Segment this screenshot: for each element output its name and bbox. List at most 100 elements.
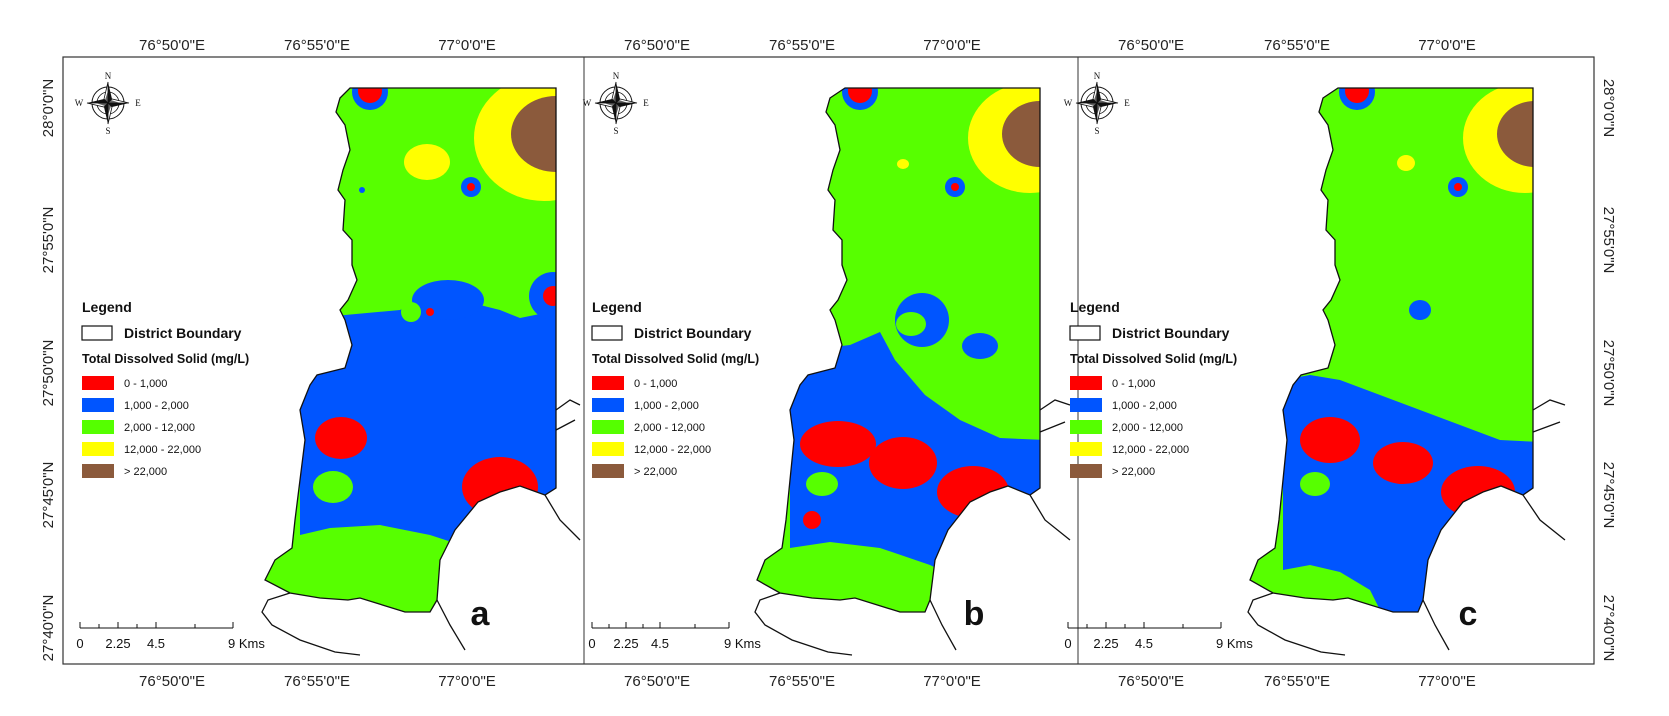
boundary-label: District Boundary	[1112, 325, 1230, 341]
scale-label: 0	[76, 636, 83, 651]
tds-zone-0-1000	[1300, 417, 1360, 463]
tds-zone-over-22000	[1497, 101, 1533, 167]
lon-label-bottom: 77°0'0"E	[438, 673, 496, 690]
lon-label-bottom: 77°0'0"E	[923, 673, 981, 690]
lon-label-bottom: 76°55'0"E	[284, 673, 350, 690]
lat-label-left: 27°55'0"N	[40, 207, 57, 274]
swatch-over-22000	[1070, 464, 1102, 478]
lat-label-right: 27°55'0"N	[1600, 207, 1617, 274]
compass-w: W	[583, 98, 592, 108]
tds-zone-1000-2000	[1409, 300, 1431, 320]
panel-b: N S E W Legend District Boundary Total D…	[583, 71, 1071, 656]
swatch-2000-12000	[1070, 420, 1102, 434]
tds-zone-0-1000	[937, 466, 1009, 518]
class-label: 2,000 - 12,000	[124, 422, 195, 434]
legend: Legend District Boundary Total Dissolved…	[1069, 299, 1237, 478]
tds-zone-0-1000	[1441, 466, 1515, 518]
scale-label: 4.5	[1135, 636, 1153, 651]
class-label: > 22,000	[1112, 466, 1155, 478]
district-boundary	[1249, 87, 1534, 613]
legend: Legend District Boundary Total Dissolved…	[591, 299, 759, 478]
class-label: 2,000 - 12,000	[1112, 422, 1183, 434]
scale-label: 2.25	[1093, 636, 1118, 651]
swatch-0-1000	[592, 376, 624, 390]
panel-letter: a	[471, 595, 491, 633]
panel-c: N S E W Legend District Boundary Total D…	[1064, 71, 1566, 656]
tds-zone-12000-22000	[897, 159, 909, 169]
class-label: 2,000 - 12,000	[634, 422, 705, 434]
scale-label: 4.5	[147, 636, 165, 651]
tds-zone-0-1000	[315, 417, 367, 459]
compass-n: N	[105, 71, 112, 81]
right-latitude-labels: 28°0'0"N 27°55'0"N 27°50'0"N 27°45'0"N 2…	[1600, 79, 1617, 662]
panel-letter: c	[1459, 595, 1478, 633]
tds-zone-2000-12000	[300, 525, 556, 612]
lon-label-top: 77°0'0"E	[923, 37, 981, 54]
swatch-2000-12000	[82, 420, 114, 434]
tds-zone-2000-12000	[313, 471, 353, 503]
swatch-12000-22000	[592, 442, 624, 456]
compass-e: E	[135, 98, 141, 108]
tds-zone-0-1000	[358, 88, 382, 103]
neighbour-boundary	[1029, 399, 1071, 541]
tds-zone-0-1000	[1454, 183, 1462, 191]
scale-label: 4.5	[651, 636, 669, 651]
swatch-12000-22000	[82, 442, 114, 456]
lon-label-top: 76°55'0"E	[769, 37, 835, 54]
class-label: 0 - 1,000	[634, 378, 677, 390]
swatch-1000-2000	[592, 398, 624, 412]
lon-label-top: 76°50'0"E	[139, 37, 205, 54]
tds-zone-0-1000	[803, 511, 821, 529]
compass-n: N	[1094, 71, 1101, 81]
neighbour-boundary	[1522, 399, 1566, 541]
neighbour-boundary	[754, 592, 957, 656]
tds-zone-0-1000	[848, 88, 872, 103]
class-label: 1,000 - 2,000	[634, 400, 699, 412]
district-boundary	[264, 87, 557, 613]
lat-label-left: 28°0'0"N	[40, 79, 57, 137]
tds-zone-1000-2000	[359, 187, 365, 193]
scale-bar: 0 2.25 4.5 9 Kms	[588, 622, 761, 651]
scale-label: 2.25	[613, 636, 638, 651]
tds-title: Total Dissolved Solid (mg/L)	[82, 352, 249, 366]
scale-label: 2.25	[105, 636, 130, 651]
lon-label-top: 77°0'0"E	[1418, 37, 1476, 54]
scale-label: 9 Kms	[1216, 636, 1253, 651]
lon-label-bottom: 76°55'0"E	[1264, 673, 1330, 690]
panel-letter: b	[964, 595, 985, 633]
tds-zone-0-1000	[1373, 442, 1433, 484]
compass-rose-icon: N S E W	[583, 71, 650, 136]
scale-label: 9 Kms	[724, 636, 761, 651]
lon-label-bottom: 76°50'0"E	[139, 673, 205, 690]
swatch-0-1000	[1070, 376, 1102, 390]
compass-w: W	[1064, 98, 1073, 108]
class-label: 12,000 - 22,000	[634, 444, 711, 456]
swatch-1000-2000	[82, 398, 114, 412]
class-label: > 22,000	[634, 466, 677, 478]
class-label: 12,000 - 22,000	[124, 444, 201, 456]
lat-label-right: 27°50'0"N	[1600, 340, 1617, 407]
district-boundary	[756, 87, 1041, 613]
tds-zone-0-1000	[426, 308, 434, 316]
tds-title: Total Dissolved Solid (mg/L)	[1070, 352, 1237, 366]
bottom-longitude-labels: 76°50'0"E 76°55'0"E 77°0'0"E 76°50'0"E 7…	[139, 673, 1476, 690]
compass-n: N	[613, 71, 620, 81]
compass-e: E	[1124, 98, 1130, 108]
boundary-label: District Boundary	[634, 325, 752, 341]
compass-w: W	[75, 98, 84, 108]
tds-zone-12000-22000	[404, 144, 450, 180]
neighbour-boundary	[544, 399, 581, 541]
boundary-swatch	[591, 325, 623, 341]
scale-bar: 0 2.25 4.5 9 Kms	[76, 622, 265, 651]
legend-title: Legend	[592, 299, 642, 315]
lat-label-right: 28°0'0"N	[1600, 79, 1617, 137]
scale-label: 0	[1064, 636, 1071, 651]
tds-zone-2000-12000	[1300, 472, 1330, 496]
outer-frame	[62, 56, 1595, 665]
tds-title: Total Dissolved Solid (mg/L)	[592, 352, 759, 366]
tds-zone-over-22000	[1002, 101, 1040, 167]
tds-zone-over-22000	[511, 96, 556, 172]
swatch-over-22000	[82, 464, 114, 478]
class-label: 12,000 - 22,000	[1112, 444, 1189, 456]
